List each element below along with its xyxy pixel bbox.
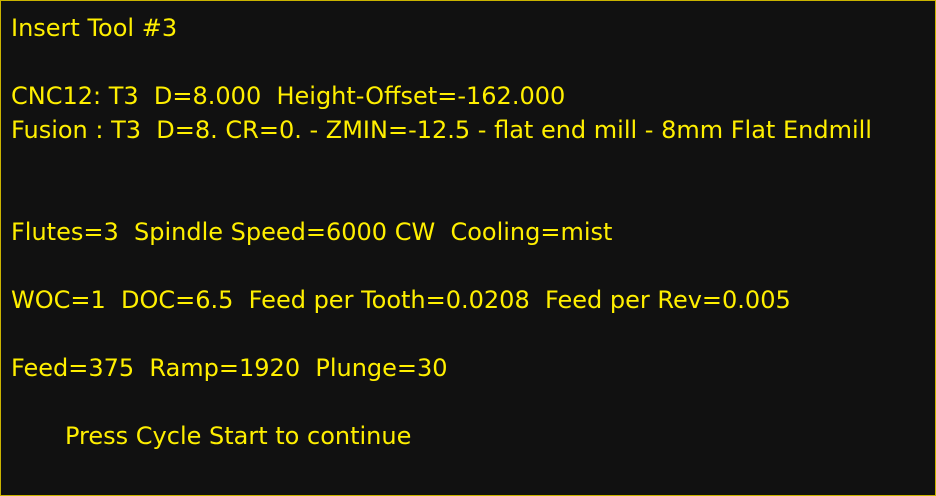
feed-rates-info: Feed=375 Ramp=1920 Plunge=30 [11,354,448,382]
cnc12-tool-info: CNC12: T3 D=8.000 Height-Offset=-162.000 [11,82,566,110]
cut-parameters-info: WOC=1 DOC=6.5 Feed per Tooth=0.0208 Feed… [11,286,791,314]
fusion-tool-info: Fusion : T3 D=8. CR=0. - ZMIN=-12.5 - fl… [11,116,872,144]
cycle-start-prompt: Press Cycle Start to continue [65,422,412,450]
flutes-spindle-cooling-info: Flutes=3 Spindle Speed=6000 CW Cooling=m… [11,218,613,246]
message-title: Insert Tool #3 [11,14,178,42]
